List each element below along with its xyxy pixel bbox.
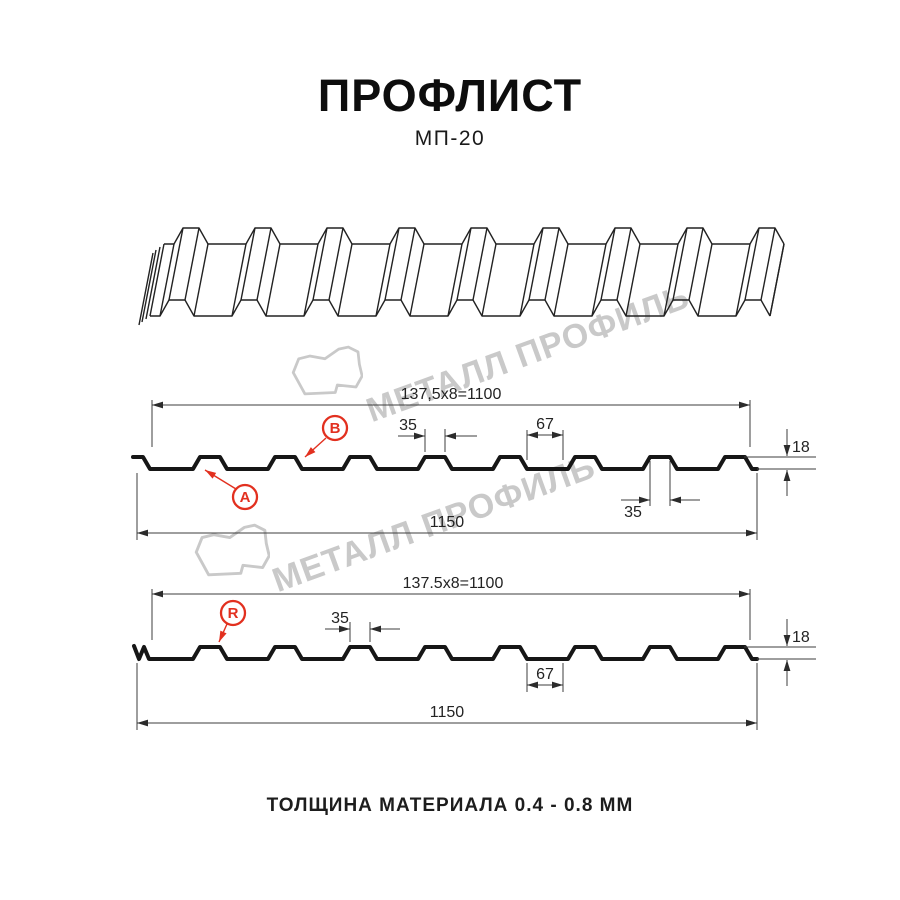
label-r-text: R xyxy=(228,605,239,622)
label-r-badge: R xyxy=(219,599,247,627)
profile-path xyxy=(131,455,759,471)
profile-path xyxy=(132,644,759,661)
rib-fold-line xyxy=(328,227,344,301)
rib-fold-line xyxy=(672,227,688,301)
page-title: ПРОФЛИСТ xyxy=(317,70,583,121)
dim-height-a: 18 xyxy=(792,439,810,456)
label-b-badge: B xyxy=(321,414,349,442)
rib-fold-line xyxy=(265,243,281,317)
page-subtitle: МП-20 xyxy=(414,127,486,150)
rib-fold-line xyxy=(481,243,497,317)
leader-arrow xyxy=(304,437,327,458)
left-cut-edge-line xyxy=(141,249,157,323)
rib-fold-line xyxy=(159,243,175,317)
rib-fold-line xyxy=(697,243,713,317)
rib-fold-line xyxy=(472,227,488,301)
rib-fold-line xyxy=(616,227,632,301)
label-a-badge: A xyxy=(231,483,259,511)
rib-fold-line xyxy=(760,227,776,301)
dim-height-r: 18 xyxy=(792,629,810,646)
dim-rib-top-a: 35 xyxy=(399,417,417,434)
rib-fold-line xyxy=(447,243,463,317)
rib-fold-line xyxy=(384,227,400,301)
left-cut-edge-line xyxy=(149,243,165,317)
dim-top-width-r: 137.5x8=1100 xyxy=(403,575,504,592)
rib-fold-line xyxy=(184,227,200,301)
metall-profil-logo-icon xyxy=(291,345,363,396)
left-cut-edge-line xyxy=(138,252,154,326)
section-a-diagram: 137,5x8=1100 35 67 18 35 1150 A B xyxy=(131,386,816,540)
left-cut-edge-line xyxy=(145,246,161,320)
dim-total-width-a: 1150 xyxy=(430,514,465,531)
dim-rib-top-r: 35 xyxy=(331,610,349,627)
rib-fold-line xyxy=(591,243,607,317)
rib-fold-line xyxy=(256,227,272,301)
profile-3d-view xyxy=(138,227,785,326)
dim-valley-a: 67 xyxy=(536,416,554,433)
rib-fold-line xyxy=(735,243,751,317)
rib-fold-line xyxy=(400,227,416,301)
rib-fold-line xyxy=(409,243,425,317)
label-b-circle xyxy=(321,414,349,442)
rib-fold-line xyxy=(553,243,569,317)
rib-fold-line xyxy=(193,243,209,317)
rib-fold-line xyxy=(625,243,641,317)
rib-fold-line xyxy=(600,227,616,301)
rib-fold-line xyxy=(456,227,472,301)
dim-valley-r: 67 xyxy=(536,666,554,683)
label-a-text: A xyxy=(240,489,251,506)
rib-fold-line xyxy=(240,227,256,301)
rib-fold-line xyxy=(688,227,704,301)
near-edge-outline xyxy=(150,299,771,317)
logo-outline xyxy=(291,345,363,396)
rib-fold-line xyxy=(744,227,760,301)
label-a-circle xyxy=(231,483,259,511)
rib-fold-line xyxy=(528,227,544,301)
rib-fold-line xyxy=(231,243,247,317)
rib-fold-line xyxy=(544,227,560,301)
dim-rib-bottom-a: 35 xyxy=(624,504,642,521)
leader-arrow xyxy=(204,469,237,490)
rib-fold-line xyxy=(663,243,679,317)
rib-fold-line xyxy=(337,243,353,317)
far-edge-outline xyxy=(164,227,785,245)
rib-fold-line xyxy=(375,243,391,317)
dim-top-width-a: 137,5x8=1100 xyxy=(401,386,502,403)
rib-fold-line xyxy=(519,243,535,317)
rib-fold-line xyxy=(769,243,785,317)
section-r-diagram: 137.5x8=1100 35 67 18 1150 R xyxy=(132,575,816,730)
leader-arrow xyxy=(218,623,228,643)
label-b-text: B xyxy=(330,420,341,437)
dim-total-width-r: 1150 xyxy=(430,704,465,721)
rib-fold-line xyxy=(168,227,184,301)
label-r-circle xyxy=(219,599,247,627)
rib-fold-line xyxy=(303,243,319,317)
rib-fold-line xyxy=(312,227,328,301)
material-thickness-note: ТОЛЩИНА МАТЕРИАЛА 0.4 - 0.8 ММ xyxy=(266,795,634,816)
